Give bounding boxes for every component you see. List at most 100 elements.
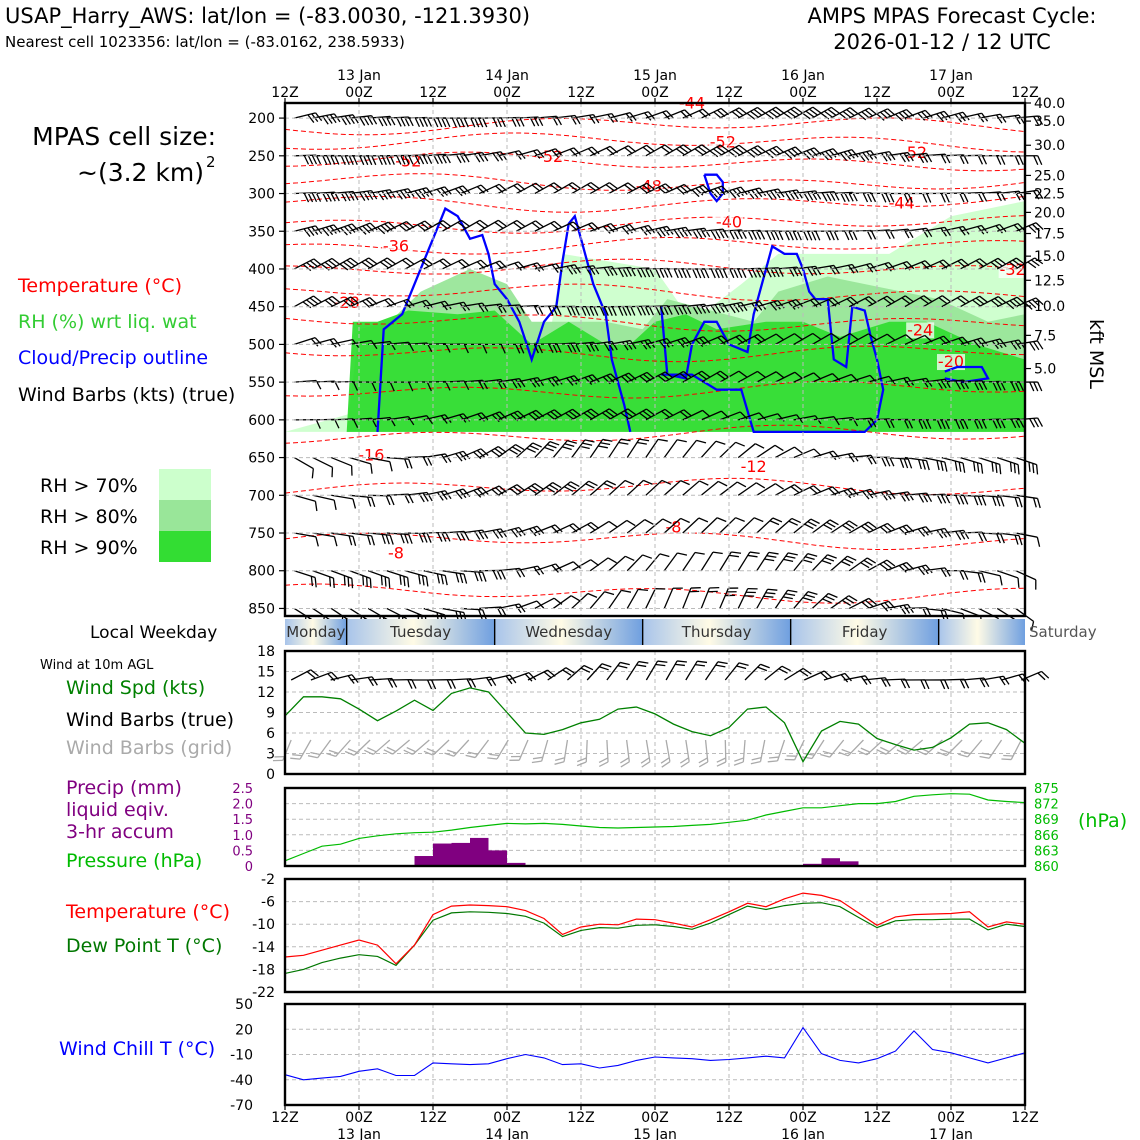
profile-wind-barb [589, 182, 618, 195]
barb-tick [701, 144, 711, 152]
barb-tick [888, 151, 896, 161]
barb-tick [1027, 261, 1037, 269]
wind-ytick-label: 0 [266, 767, 275, 783]
barb-tick [627, 408, 637, 416]
barb-tick [936, 460, 940, 471]
profile-wind-barb [811, 592, 838, 609]
barb-tick [444, 575, 448, 586]
barb-tick [569, 148, 578, 157]
barb-tick [644, 306, 651, 316]
barb-tick [903, 458, 909, 469]
barb-tick [958, 753, 968, 758]
barb-tick [629, 224, 637, 233]
barb-tick [757, 370, 766, 378]
barb-tick [924, 109, 933, 118]
barb-tick [310, 338, 319, 347]
barb-tick [731, 111, 741, 119]
profile-wind-barb [885, 295, 914, 308]
barb-tick [365, 576, 368, 587]
barb-tick [422, 117, 429, 127]
barb-tick [884, 677, 891, 687]
barb-tick [680, 338, 689, 347]
barb-tick [599, 666, 609, 671]
precip-ytick-label: 2.0 [232, 798, 253, 813]
barb-tick [844, 230, 850, 241]
profile-wind-barb [442, 570, 468, 584]
barb-tick [996, 496, 1001, 507]
barb-tick [310, 576, 314, 587]
barb-tick [585, 266, 592, 276]
barb-tick [407, 416, 415, 426]
barb-tick [680, 761, 690, 768]
barb-tick [955, 530, 962, 541]
barb-tick [657, 186, 667, 195]
barb-tick [379, 261, 389, 269]
barb-tick [315, 536, 319, 547]
wind-ytick-label: 12 [257, 685, 275, 701]
height-tick-label: 5.0 [1034, 362, 1056, 378]
barb-staff [312, 532, 335, 538]
barb-tick [709, 587, 720, 589]
barb-tick [347, 748, 358, 754]
wind-barb-grid [576, 739, 588, 767]
barb-tick [436, 188, 445, 198]
profile-wind-barb [848, 597, 877, 610]
barb-tick [694, 551, 705, 555]
profile-wind-barb [682, 480, 709, 496]
barb-tick [691, 189, 700, 198]
barb-tick [895, 113, 904, 122]
barb-tick [1018, 155, 1024, 166]
barb-tick [610, 223, 619, 232]
barb-tick [720, 144, 729, 152]
barb-tick [851, 149, 859, 158]
barb-tick [733, 761, 744, 766]
barb-tick [426, 381, 432, 392]
profile-wind-barb [626, 519, 654, 534]
barb-tick [478, 530, 485, 540]
profile-wind-barb [774, 106, 803, 120]
barb-tick [479, 219, 489, 227]
barb-tick [619, 661, 630, 666]
barb-tick [603, 342, 610, 352]
barb-tick [747, 554, 758, 558]
barb-tick [1029, 341, 1036, 351]
wind-barb-grid [716, 739, 727, 767]
barb-tick [881, 457, 887, 467]
barb-staff [700, 517, 718, 534]
barb-tick [715, 440, 726, 445]
barb-tick [807, 266, 814, 277]
barb-tick [1036, 340, 1044, 350]
barb-tick [715, 664, 726, 668]
barb-tick [1034, 257, 1044, 265]
barb-tick [788, 520, 798, 526]
barb-tick [566, 377, 574, 386]
barb-tick [439, 222, 448, 230]
barb-tick [426, 679, 433, 690]
barb-tick [731, 551, 742, 554]
barb-tick [350, 296, 359, 304]
barb-tick [404, 155, 410, 165]
barb-tick [569, 376, 578, 385]
barb-tick [624, 479, 635, 486]
barb-tick [675, 148, 685, 156]
profile-wind-barb [719, 517, 745, 534]
wind-barb-grid [383, 739, 410, 755]
barb-tick [992, 419, 998, 429]
barb-tick [403, 749, 413, 755]
barb-tick [788, 190, 796, 200]
barb-tick [444, 186, 452, 195]
profile-wind-barb [534, 182, 563, 195]
barb-tick [326, 192, 332, 202]
barb-tick [866, 557, 876, 564]
barb-tick [601, 663, 612, 668]
barb-tick [309, 297, 319, 305]
profile-wind-barb [479, 411, 508, 423]
barb-tick [847, 555, 857, 561]
profile-wind-barb [830, 332, 859, 345]
barb-tick [608, 182, 618, 189]
barb-tick [627, 182, 637, 190]
barb-tick [747, 268, 754, 278]
barb-tick [677, 552, 688, 556]
barb-tick [732, 303, 740, 313]
barb-tick [466, 678, 473, 689]
